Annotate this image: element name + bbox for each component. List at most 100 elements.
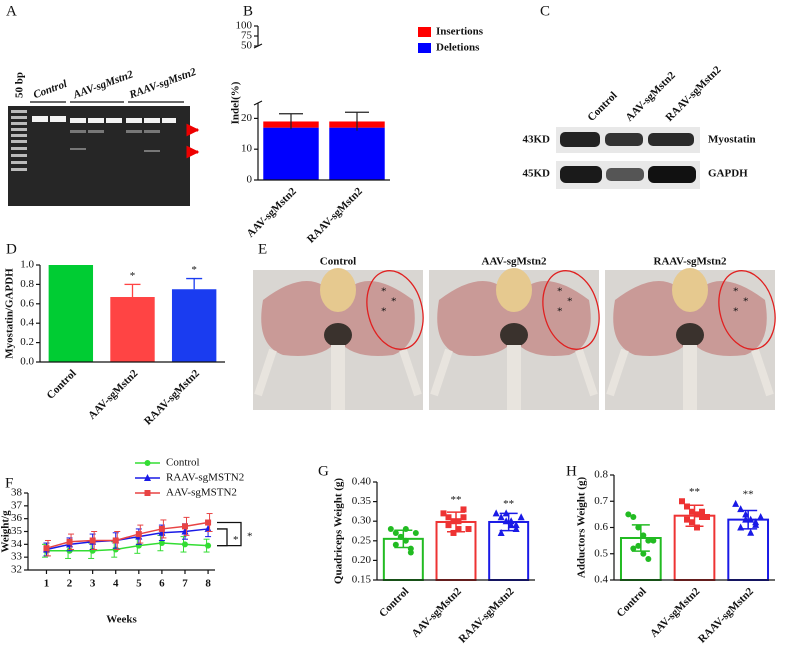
panel-label: C [540, 3, 550, 19]
marker [645, 537, 652, 544]
x-tick-label: AAV-sgMstn2 [409, 585, 464, 640]
marker [181, 541, 188, 548]
y-tick-label: 34 [11, 538, 23, 550]
x-tick-label: AAV-sgMstn2 [648, 585, 703, 640]
marker [455, 518, 462, 525]
tail [683, 345, 697, 410]
panel-label: F [5, 475, 13, 491]
y-tick-label: 0.6 [20, 297, 34, 309]
marker [640, 550, 647, 557]
marker [699, 508, 705, 515]
marker [512, 521, 520, 529]
y-tick-label: 0.35 [352, 495, 372, 507]
axis-break [253, 43, 263, 106]
y-tick-label: 0.8 [594, 469, 608, 481]
y-tick-label: 0.15 [352, 574, 372, 586]
protein-label: Myostatin [708, 134, 756, 146]
y-axis-label: Adductors Weight (g) [576, 477, 588, 579]
marker [699, 514, 705, 520]
marker [465, 526, 472, 533]
x-tick-label: 6 [159, 578, 165, 590]
marker [625, 511, 632, 518]
asterisk: * [381, 286, 387, 298]
y-tick-label: 0.2 [20, 336, 34, 348]
marker [694, 511, 700, 518]
legend-label: AAV-sgMSTN2 [166, 487, 237, 499]
lane-label: RAAV-sgMstn2 [127, 66, 198, 102]
asterisk: * [557, 306, 563, 318]
panel-label: D [6, 241, 17, 257]
marker [397, 533, 404, 540]
marker [650, 537, 657, 544]
legend-swatch [418, 27, 431, 37]
ladder-label: 50 bp [14, 72, 26, 98]
y-tick-label: 0.4 [20, 317, 34, 329]
leg [430, 348, 598, 397]
anus [324, 323, 352, 347]
y-tick-label: 0.7 [594, 495, 608, 507]
y-tick-label: 75 [241, 30, 253, 42]
marker [392, 529, 399, 536]
y-tick-label: 0.30 [352, 515, 372, 527]
significance-bracket [217, 521, 242, 547]
y-tick-label: 0.8 [20, 278, 34, 290]
marker [645, 556, 652, 562]
marker [112, 537, 119, 544]
marker [492, 509, 500, 517]
gel-image [8, 101, 200, 206]
marker [497, 528, 505, 536]
marker [689, 508, 695, 515]
y-tick-label: 38 [11, 487, 23, 499]
tail-base [496, 268, 532, 312]
panel-label: H [566, 463, 577, 479]
marker [460, 506, 467, 513]
x-tick-label: Control [44, 367, 78, 401]
y-axis-label: Quadriceps Weight (g) [333, 478, 345, 584]
bar-segment [329, 127, 385, 180]
series-line [46, 542, 209, 552]
bar [488, 520, 530, 582]
band-size: 45KD [523, 168, 551, 180]
panel-label: A [6, 3, 17, 19]
marker [455, 526, 462, 533]
marker [450, 518, 457, 525]
marker [630, 545, 637, 552]
x-tick-label: 3 [90, 578, 96, 590]
significance: * [233, 534, 239, 546]
photo [253, 268, 424, 410]
x-tick-label: AAV-sgMstn2 [244, 185, 299, 240]
photo-label: Control [320, 256, 356, 268]
x-tick-label: 7 [182, 578, 188, 590]
x-tick-label: 5 [136, 578, 142, 590]
marker [144, 474, 151, 481]
marker [689, 519, 695, 526]
y-tick-label: 50 [241, 40, 253, 52]
significance: * [191, 264, 197, 276]
legend-label: Deletions [436, 42, 480, 54]
y-axis-label: Weight/g [0, 510, 12, 553]
x-tick-label: Control [614, 585, 648, 619]
marker [135, 531, 142, 538]
y-tick-label: 0.20 [352, 554, 372, 566]
marker [450, 529, 457, 536]
marker [402, 537, 409, 544]
asterisk: * [557, 286, 563, 298]
y-tick-label: 0.40 [352, 476, 372, 488]
bar [110, 297, 155, 362]
x-tick-label: 4 [113, 578, 119, 590]
marker [445, 514, 452, 521]
x-tick-label: AAV-sgMstn2 [86, 367, 141, 422]
bar [48, 265, 94, 362]
x-tick-label: 8 [205, 578, 211, 590]
marker [144, 460, 151, 466]
asterisk: * [743, 296, 749, 308]
y-tick-label: 0.6 [594, 521, 608, 533]
marker [752, 520, 760, 528]
blot-image [556, 127, 700, 189]
y-tick-label: 1.0 [20, 259, 34, 271]
marker [630, 514, 637, 520]
marker [392, 541, 399, 548]
marker [497, 513, 505, 521]
marker [205, 542, 212, 549]
x-tick-label: RAAV-sgMstn2 [457, 585, 517, 645]
